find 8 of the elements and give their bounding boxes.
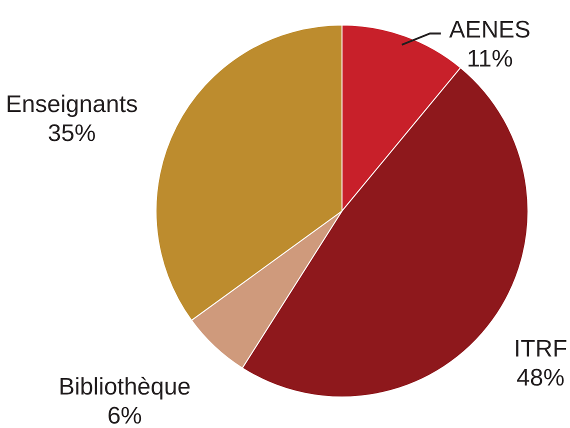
slice-label: ITRF bbox=[514, 335, 568, 362]
data-label: 35% bbox=[48, 120, 96, 147]
slice-label: Enseignants bbox=[6, 90, 138, 118]
slice-label: Bibliothèque bbox=[58, 373, 191, 400]
slice-label: AENES bbox=[449, 16, 531, 44]
data-label: 48% bbox=[516, 364, 565, 392]
data-label: 6% bbox=[107, 402, 142, 428]
data-label: 11% bbox=[466, 45, 513, 72]
